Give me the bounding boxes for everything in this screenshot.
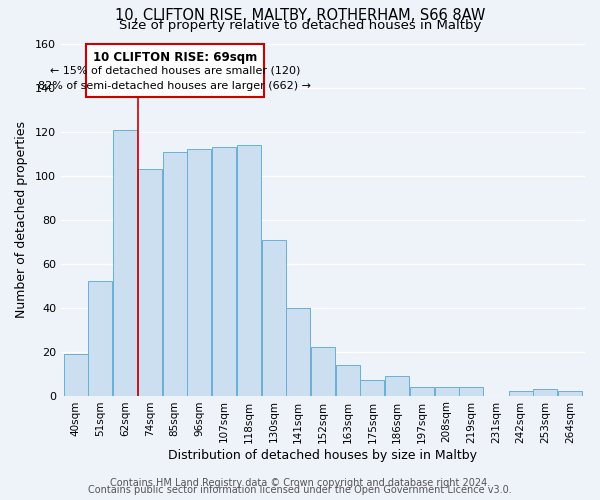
Bar xyxy=(335,365,359,396)
Bar xyxy=(459,387,483,396)
Bar xyxy=(113,130,137,396)
Bar xyxy=(138,169,162,396)
Y-axis label: Number of detached properties: Number of detached properties xyxy=(15,122,28,318)
Text: Size of property relative to detached houses in Maltby: Size of property relative to detached ho… xyxy=(119,18,481,32)
Bar xyxy=(558,391,582,396)
Bar xyxy=(163,152,187,396)
Bar xyxy=(509,391,533,396)
Text: ← 15% of detached houses are smaller (120): ← 15% of detached houses are smaller (12… xyxy=(50,66,300,76)
Bar xyxy=(361,380,385,396)
Text: 10 CLIFTON RISE: 69sqm: 10 CLIFTON RISE: 69sqm xyxy=(93,50,257,64)
Bar xyxy=(237,145,261,396)
Bar xyxy=(262,240,286,396)
Text: 82% of semi-detached houses are larger (662) →: 82% of semi-detached houses are larger (… xyxy=(38,82,311,92)
Bar xyxy=(86,44,263,96)
Bar xyxy=(311,347,335,396)
Text: 10, CLIFTON RISE, MALTBY, ROTHERHAM, S66 8AW: 10, CLIFTON RISE, MALTBY, ROTHERHAM, S66… xyxy=(115,8,485,22)
Bar xyxy=(286,308,310,396)
Text: Contains HM Land Registry data © Crown copyright and database right 2024.: Contains HM Land Registry data © Crown c… xyxy=(110,478,490,488)
Text: Contains public sector information licensed under the Open Government Licence v3: Contains public sector information licen… xyxy=(88,485,512,495)
Bar xyxy=(64,354,88,396)
Bar xyxy=(533,389,557,396)
Bar xyxy=(410,387,434,396)
X-axis label: Distribution of detached houses by size in Maltby: Distribution of detached houses by size … xyxy=(169,450,478,462)
Bar xyxy=(88,282,112,396)
Bar xyxy=(385,376,409,396)
Bar xyxy=(212,148,236,396)
Bar xyxy=(187,150,211,396)
Bar xyxy=(434,387,458,396)
